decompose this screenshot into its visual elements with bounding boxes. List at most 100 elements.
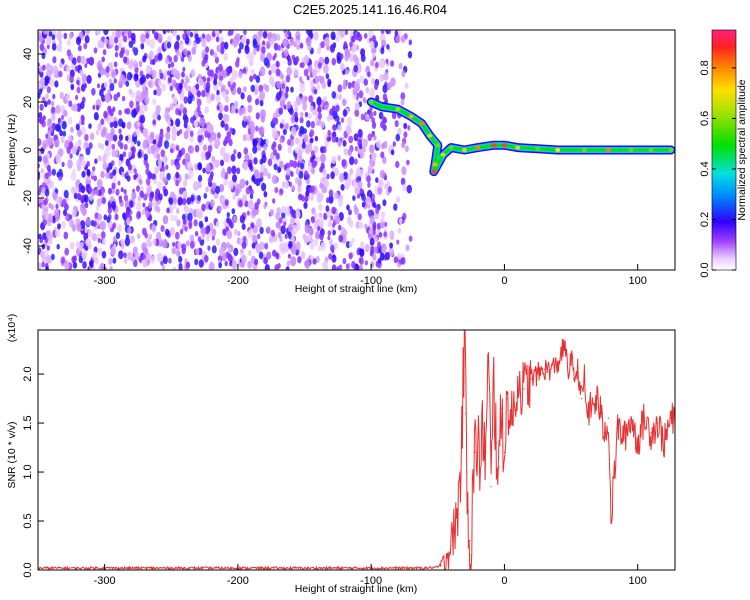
snr-data-point: [485, 451, 487, 453]
noise-cell: [163, 140, 170, 149]
noise-cell: [391, 111, 397, 120]
noise-cell: [285, 266, 290, 270]
noise-cell: [241, 241, 247, 250]
noise-cell: [378, 59, 385, 69]
noise-cell: [254, 89, 258, 96]
snr-data-point: [465, 412, 467, 414]
noise-cell: [51, 43, 57, 51]
noise-cell: [381, 211, 386, 219]
noise-cell: [354, 263, 360, 270]
noise-cell: [252, 145, 258, 154]
noise-cell: [372, 35, 376, 42]
noise-cell: [357, 138, 363, 147]
noise-cell: [386, 44, 390, 50]
noise-cell: [275, 252, 280, 260]
noise-cell: [150, 255, 156, 264]
noise-cell: [214, 159, 220, 168]
noise-cell: [218, 63, 223, 72]
noise-cell: [105, 140, 109, 146]
noise-cell: [46, 63, 50, 70]
noise-cell: [64, 261, 70, 270]
noise-cell: [240, 92, 245, 100]
ridge-peak: [448, 145, 454, 150]
noise-cell: [187, 126, 191, 133]
noise-cell: [119, 74, 126, 84]
noise-cell: [38, 173, 41, 181]
y-tick-label: 1.0: [22, 464, 34, 479]
noise-cell: [310, 194, 314, 201]
noise-cell: [270, 229, 275, 237]
noise-cell: [199, 117, 206, 127]
noise-cell: [131, 191, 137, 200]
noise-cell: [145, 32, 150, 39]
noise-cell: [96, 104, 100, 111]
noise-cell: [163, 69, 168, 77]
noise-cell: [254, 202, 259, 210]
noise-cell: [186, 77, 190, 84]
noise-cell: [92, 104, 96, 110]
noise-cell: [56, 243, 60, 250]
noise-cell: [243, 147, 249, 155]
noise-cell: [122, 151, 127, 158]
noise-cell: [158, 79, 162, 87]
colorbar-tick-label: 0.2: [699, 212, 711, 227]
noise-cell: [339, 194, 344, 202]
noise-cell: [254, 258, 259, 266]
noise-cell: [102, 238, 107, 246]
noise-cell: [129, 200, 134, 208]
noise-cell: [272, 249, 277, 257]
noise-cell: [315, 116, 319, 123]
noise-cell: [139, 114, 146, 124]
noise-cell: [236, 167, 241, 175]
noise-cell: [400, 35, 406, 43]
noise-cell: [189, 134, 194, 143]
spectrogram-ridge: [366, 97, 675, 177]
noise-cell: [46, 229, 52, 239]
noise-cell: [160, 149, 166, 158]
noise-cell: [194, 258, 199, 266]
noise-cell: [46, 164, 51, 172]
noise-cell: [323, 179, 330, 189]
noise-cell: [80, 126, 86, 136]
noise-cell: [133, 131, 137, 137]
noise-cell: [401, 166, 407, 176]
noise-cell: [346, 125, 352, 136]
noise-cell: [175, 145, 180, 151]
noise-cell: [141, 83, 147, 91]
noise-cell: [131, 109, 137, 118]
noise-cell: [179, 103, 184, 112]
noise-cell: [367, 133, 373, 142]
noise-cell: [330, 171, 335, 180]
noise-cell: [248, 58, 254, 67]
noise-cell: [358, 264, 363, 270]
noise-cell: [387, 185, 392, 193]
noise-cell: [285, 167, 291, 176]
noise-cell: [369, 144, 375, 154]
noise-cell: [162, 177, 167, 184]
noise-cell: [306, 75, 310, 81]
noise-cell: [136, 201, 142, 212]
noise-cell: [395, 160, 400, 169]
noise-cell: [354, 207, 359, 215]
noise-cell: [295, 210, 301, 219]
noise-cell: [232, 174, 237, 183]
noise-cell: [150, 173, 155, 180]
noise-cell: [367, 209, 372, 216]
noise-cell: [72, 168, 76, 175]
noise-cell: [303, 201, 308, 209]
noise-cell: [121, 171, 125, 178]
noise-cell: [51, 114, 56, 122]
noise-cell: [176, 130, 180, 137]
noise-cell: [337, 84, 343, 93]
noise-cell: [331, 155, 337, 165]
noise-cell: [213, 78, 218, 86]
noise-cell: [254, 169, 260, 179]
noise-cell: [166, 30, 171, 33]
noise-cell: [49, 180, 54, 189]
noise-cell: [295, 124, 299, 131]
noise-cell: [216, 132, 221, 139]
noise-cell: [229, 221, 234, 229]
noise-cell: [322, 146, 327, 154]
noise-cell: [331, 254, 337, 263]
noise-cell: [314, 219, 319, 227]
